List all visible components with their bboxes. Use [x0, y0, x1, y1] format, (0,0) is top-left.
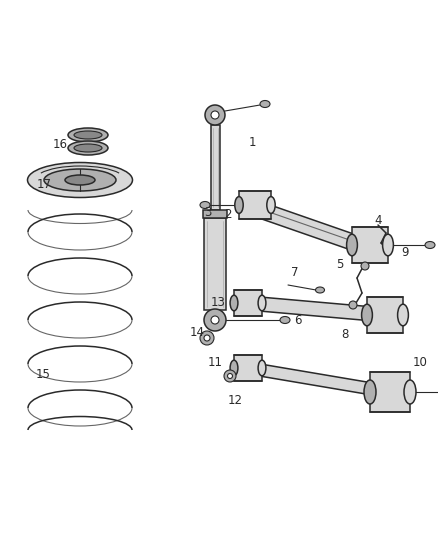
Text: 15: 15 [35, 368, 50, 382]
Polygon shape [367, 297, 403, 333]
Circle shape [211, 316, 219, 324]
Ellipse shape [364, 380, 376, 404]
Ellipse shape [258, 295, 266, 311]
Ellipse shape [65, 175, 95, 185]
Circle shape [227, 374, 233, 378]
Text: 11: 11 [208, 356, 223, 368]
Polygon shape [239, 191, 271, 219]
Ellipse shape [44, 169, 116, 191]
Ellipse shape [383, 234, 393, 256]
Ellipse shape [398, 304, 408, 326]
Text: 8: 8 [341, 328, 349, 342]
Text: 14: 14 [190, 327, 205, 340]
Ellipse shape [28, 163, 133, 198]
Circle shape [349, 301, 357, 309]
Text: 7: 7 [291, 266, 299, 279]
Text: 6: 6 [294, 313, 302, 327]
Text: 13: 13 [211, 296, 226, 310]
Circle shape [205, 105, 225, 125]
Ellipse shape [68, 128, 108, 142]
Text: 17: 17 [36, 179, 52, 191]
Ellipse shape [346, 234, 357, 256]
Bar [204, 218, 226, 310]
Circle shape [211, 111, 219, 119]
Ellipse shape [68, 141, 108, 155]
Ellipse shape [280, 317, 290, 324]
Polygon shape [247, 296, 385, 322]
Text: 5: 5 [336, 259, 344, 271]
Text: 9: 9 [401, 246, 409, 260]
Ellipse shape [230, 360, 238, 376]
Polygon shape [234, 355, 262, 381]
Circle shape [224, 370, 236, 382]
Polygon shape [352, 227, 388, 263]
Ellipse shape [267, 197, 275, 213]
Circle shape [204, 309, 226, 331]
Text: 3: 3 [204, 206, 212, 220]
Polygon shape [247, 362, 391, 398]
Text: 10: 10 [413, 357, 427, 369]
Ellipse shape [74, 131, 102, 139]
Text: 1: 1 [248, 136, 256, 149]
Polygon shape [370, 372, 410, 412]
Ellipse shape [200, 201, 210, 208]
Ellipse shape [258, 360, 266, 376]
Circle shape [361, 262, 369, 270]
Text: 12: 12 [227, 393, 243, 407]
Ellipse shape [362, 304, 372, 326]
Bar [203, 210, 227, 218]
Circle shape [204, 335, 210, 341]
Bar [211, 125, 219, 210]
Circle shape [200, 331, 214, 345]
Ellipse shape [74, 144, 102, 152]
Text: 4: 4 [374, 214, 382, 227]
Text: 16: 16 [53, 139, 67, 151]
Text: 2: 2 [224, 208, 232, 222]
Ellipse shape [404, 380, 416, 404]
Ellipse shape [260, 101, 270, 108]
Polygon shape [251, 200, 371, 255]
Polygon shape [234, 290, 262, 316]
Ellipse shape [235, 197, 243, 213]
Ellipse shape [425, 241, 435, 248]
Ellipse shape [230, 295, 238, 311]
Ellipse shape [315, 287, 325, 293]
